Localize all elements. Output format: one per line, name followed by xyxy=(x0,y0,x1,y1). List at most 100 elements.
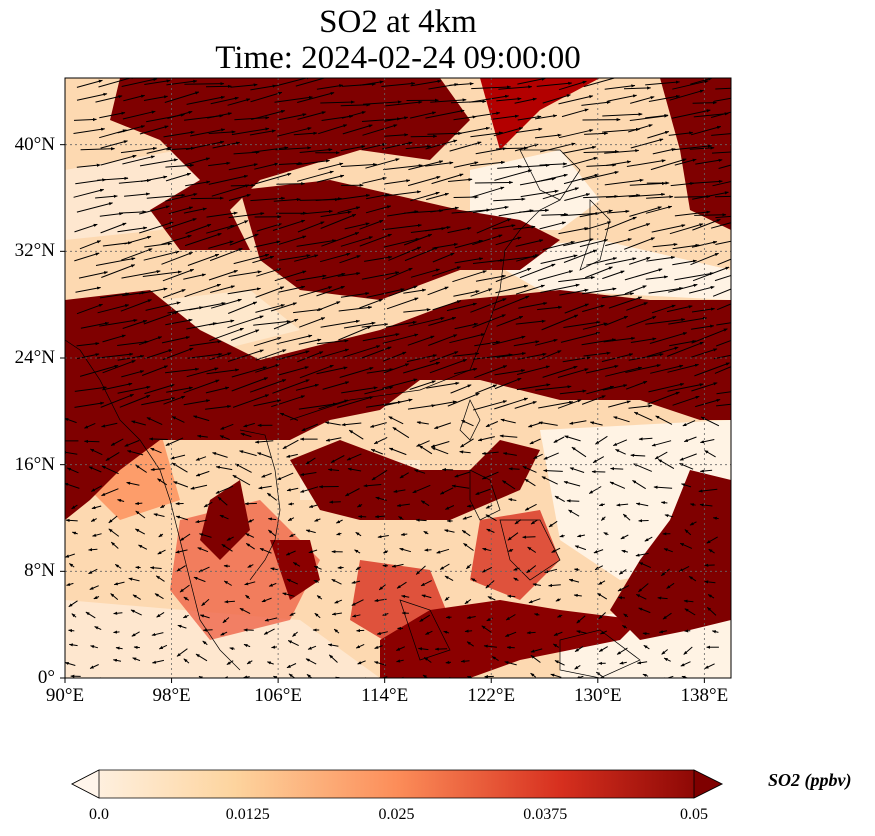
wind-arrow xyxy=(444,575,454,582)
wind-arrow xyxy=(297,170,334,182)
wind-arrow xyxy=(689,146,715,150)
wind-arrow xyxy=(602,270,625,280)
wind-arrow xyxy=(396,646,406,651)
wind-arrow xyxy=(666,582,675,589)
wind-arrow xyxy=(418,647,429,651)
wind-arrow xyxy=(630,453,646,457)
wind-arrow xyxy=(683,599,694,603)
wind-arrow xyxy=(671,109,711,119)
wind-arrow xyxy=(161,336,190,344)
wind-arrow xyxy=(450,384,472,394)
wind-arrow xyxy=(113,611,123,615)
wind-arrow xyxy=(447,392,480,407)
wind-arrow xyxy=(279,412,299,421)
wind-arrow xyxy=(586,385,615,395)
wind-arrow xyxy=(271,395,306,408)
wind-arrow xyxy=(711,133,731,136)
wind-arrow xyxy=(268,529,276,537)
wind-arrow xyxy=(160,504,166,509)
wind-arrow xyxy=(100,140,128,149)
wind-arrow xyxy=(454,471,471,478)
wind-arrow xyxy=(286,578,299,585)
wind-arrow xyxy=(560,211,600,217)
wind-arrow xyxy=(485,504,493,509)
wind-arrow xyxy=(327,643,339,647)
wind-arrow xyxy=(651,440,672,447)
wind-arrow xyxy=(588,486,602,494)
wind-arrow xyxy=(628,353,664,361)
wind-arrow xyxy=(355,531,362,537)
wind-arrow xyxy=(604,216,637,231)
wind-arrow xyxy=(384,398,413,407)
wind-arrow xyxy=(434,422,452,429)
wind-arrow xyxy=(210,96,239,105)
wind-arrow xyxy=(161,234,192,245)
wind-arrow xyxy=(707,607,717,616)
wind-arrow xyxy=(346,453,362,461)
wind-arrow xyxy=(403,288,427,294)
wind-arrow xyxy=(133,681,145,685)
wind-arrow xyxy=(165,193,198,202)
wind-arrow xyxy=(208,174,249,185)
wind-arrow xyxy=(622,513,631,521)
wind-arrow xyxy=(669,223,704,235)
wind-arrow xyxy=(286,487,299,492)
wind-arrow xyxy=(339,367,374,378)
wind-arrow xyxy=(635,593,647,600)
wind-arrow xyxy=(410,134,438,138)
wind-arrow xyxy=(449,82,474,86)
wind-arrow xyxy=(139,158,178,167)
wind-arrow xyxy=(341,422,362,427)
wind-arrow xyxy=(338,194,371,200)
wind-arrow xyxy=(215,485,234,494)
wind-arrow xyxy=(581,338,616,346)
wind-arrow xyxy=(65,482,80,489)
wind-arrow xyxy=(470,131,504,138)
wind-arrow xyxy=(320,100,355,104)
wind-arrow xyxy=(254,172,292,185)
wind-arrow xyxy=(202,628,213,632)
wind-arrow xyxy=(296,159,330,166)
wind-arrow xyxy=(84,439,100,444)
wind-arrow xyxy=(452,352,480,357)
wind-arrow xyxy=(305,529,316,534)
wind-arrow xyxy=(672,243,700,250)
wind-arrow xyxy=(185,180,211,187)
wind-arrow xyxy=(230,83,258,88)
wind-arrow xyxy=(691,307,715,313)
wind-arrow xyxy=(99,212,124,217)
wind-arrow xyxy=(579,239,609,248)
wind-arrow xyxy=(127,450,144,456)
wind-arrow xyxy=(355,566,361,571)
wind-arrow xyxy=(254,240,281,248)
wind-arrow xyxy=(552,643,560,648)
wind-arrow xyxy=(560,331,601,343)
wind-arrow xyxy=(712,680,719,681)
wind-arrow xyxy=(534,133,562,139)
wind-arrow xyxy=(453,290,480,297)
wind-arrow xyxy=(227,315,264,329)
wind-arrow xyxy=(445,505,455,510)
wind-arrow xyxy=(571,446,587,458)
wind-arrow xyxy=(430,206,459,213)
wind-arrow xyxy=(616,503,629,507)
wind-arrow xyxy=(359,298,383,309)
wind-arrow xyxy=(554,495,565,503)
wind-arrow xyxy=(613,416,630,423)
wind-arrow xyxy=(526,631,536,635)
wind-arrow xyxy=(692,101,717,105)
wind-arrow xyxy=(319,252,351,263)
wind-arrow xyxy=(692,266,730,282)
wind-arrow xyxy=(321,272,346,280)
wind-arrow xyxy=(520,189,559,198)
wind-arrow xyxy=(363,484,382,488)
wind-arrow xyxy=(122,291,146,297)
wind-arrow xyxy=(228,270,262,277)
wind-arrow xyxy=(563,320,601,328)
wind-arrow xyxy=(699,469,713,473)
wind-arrow xyxy=(694,362,730,377)
wind-arrow xyxy=(569,420,587,425)
wind-arrow xyxy=(647,131,670,139)
wind-arrow xyxy=(425,109,465,119)
wind-arrow xyxy=(343,321,376,329)
